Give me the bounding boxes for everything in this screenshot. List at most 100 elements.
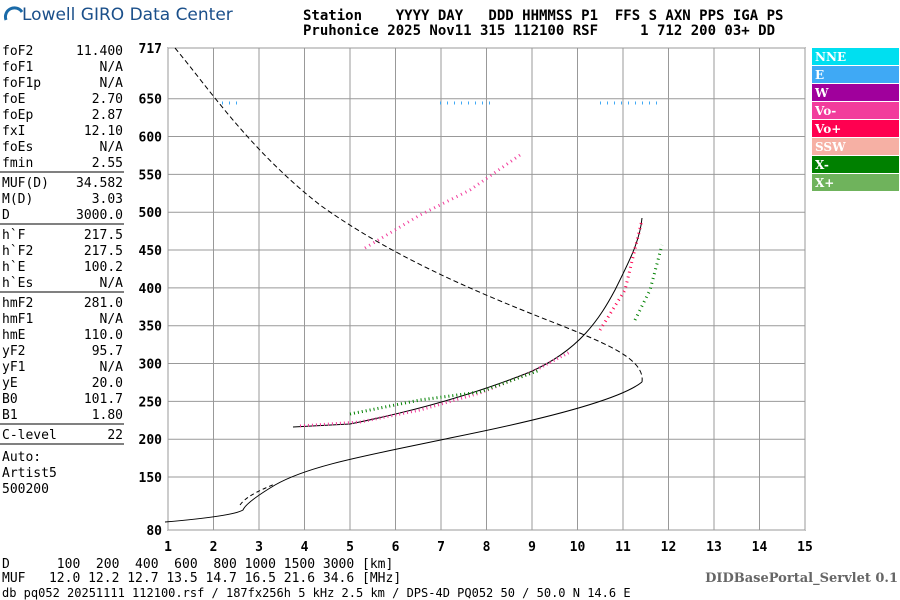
x-tick-label: 1 bbox=[164, 540, 172, 555]
param-name: h`Es bbox=[2, 276, 33, 291]
echo-o bbox=[299, 350, 571, 428]
param-value: 217.5 bbox=[84, 244, 123, 259]
portal: DIDBasePortal_Servlet 0.1 bbox=[705, 571, 898, 586]
x-tick-label: 6 bbox=[392, 540, 400, 555]
param-name: yF2 bbox=[2, 344, 25, 359]
param-value: 11.400 bbox=[76, 44, 123, 59]
param-name: hmF2 bbox=[2, 296, 33, 311]
param-name: B0 bbox=[2, 392, 18, 407]
param-name: h`E bbox=[2, 260, 25, 275]
y-tick-label: 500 bbox=[139, 206, 163, 221]
echo-o3 bbox=[598, 219, 644, 331]
auto-info: Auto: bbox=[2, 450, 41, 465]
y-tick-label: 600 bbox=[139, 131, 163, 146]
legend-swatch bbox=[812, 174, 899, 191]
legend-swatch bbox=[812, 84, 899, 101]
y-tick-label: 200 bbox=[139, 433, 163, 448]
param-value: 34.582 bbox=[76, 176, 123, 191]
param-name: hmF1 bbox=[2, 312, 33, 327]
param-value: N/A bbox=[100, 76, 124, 91]
param-value: 2.55 bbox=[92, 156, 123, 171]
x-tick-label: 11 bbox=[615, 540, 631, 555]
param-value: 3000.0 bbox=[76, 208, 123, 223]
x-tick-label: 14 bbox=[752, 540, 768, 555]
param-name: D bbox=[2, 208, 10, 223]
param-value: 20.0 bbox=[92, 376, 123, 391]
y-tick-label: 717 bbox=[139, 42, 162, 57]
param-name: foEs bbox=[2, 140, 33, 155]
param-value: 1.80 bbox=[92, 408, 123, 423]
legend: NNE EW Vo- Vo+ SSW X- X+ bbox=[812, 48, 899, 191]
d-row: D 100 200 400 600 800 1000 1500 3000 [km… bbox=[2, 557, 393, 572]
x-tick-label: 9 bbox=[528, 540, 536, 555]
virtual-height-fit bbox=[292, 217, 643, 428]
legend-label: NNE bbox=[815, 50, 846, 64]
auto-info: 500200 bbox=[2, 482, 49, 497]
legend-label: X+ bbox=[815, 176, 834, 190]
x-tick-label: 8 bbox=[483, 540, 491, 555]
parameters: foF2 11.400 foF1 N/A foF1p N/A foE 2.70 foEp 2.87… bbox=[0, 44, 124, 497]
param-name: fxI bbox=[2, 124, 25, 139]
param-value: 281.0 bbox=[84, 296, 123, 311]
legend-swatch bbox=[812, 120, 899, 137]
legend-label: SSW bbox=[815, 140, 846, 154]
muf-row: MUF 12.0 12.2 12.7 13.5 14.7 16.5 21.6 3… bbox=[2, 571, 401, 586]
param-value: 22 bbox=[107, 428, 123, 443]
x-tick-label: 4 bbox=[301, 540, 309, 555]
param-value: 2.87 bbox=[92, 108, 123, 123]
x-tick-label: 5 bbox=[346, 540, 354, 555]
param-name: foEp bbox=[2, 108, 33, 123]
param-name: h`F2 bbox=[2, 244, 33, 259]
x-tick-label: 2 bbox=[210, 540, 218, 555]
title: Lowell GIRO Data Center bbox=[22, 5, 233, 25]
legend-swatch bbox=[812, 138, 899, 155]
param-value: 95.7 bbox=[92, 344, 123, 359]
profile-solid bbox=[164, 381, 643, 523]
y-tick-label: 450 bbox=[139, 244, 163, 259]
db-line: db pq052 20251111 112100.rsf / 187fx256h… bbox=[2, 586, 631, 600]
param-value: 3.03 bbox=[92, 192, 123, 207]
param-value: 2.70 bbox=[92, 92, 123, 107]
legend-label: W bbox=[814, 86, 829, 100]
param-name: C-level bbox=[2, 428, 57, 443]
legend-swatch bbox=[812, 66, 899, 83]
param-name: foE bbox=[2, 92, 25, 107]
plot-area: 1 2 3 4 5 6 7 8 9 10 11 12 13 14 158015020025030035040… bbox=[139, 42, 813, 555]
header-line: Pruhonice 2025 Nov11 315 112100 RSF 1 71… bbox=[303, 23, 775, 39]
auto-info: Artist5 bbox=[2, 466, 57, 481]
x-tick-label: 7 bbox=[437, 540, 445, 555]
traces bbox=[164, 47, 643, 523]
param-name: B1 bbox=[2, 408, 18, 423]
param-value: N/A bbox=[100, 312, 124, 327]
param-name: foF1p bbox=[2, 76, 41, 91]
param-value: 100.2 bbox=[84, 260, 123, 275]
legend-swatch bbox=[812, 156, 899, 173]
param-value: N/A bbox=[100, 360, 124, 375]
y-tick-label: 300 bbox=[139, 358, 163, 373]
y-tick-label: 650 bbox=[139, 93, 163, 108]
param-value: N/A bbox=[100, 60, 124, 75]
y-tick-label: 80 bbox=[146, 524, 162, 539]
x-tick-label: 13 bbox=[706, 540, 722, 555]
legend-swatch bbox=[812, 102, 899, 119]
param-value: N/A bbox=[100, 276, 124, 291]
legend-label: X- bbox=[815, 158, 829, 172]
param-value: 101.7 bbox=[84, 392, 123, 407]
echo-x bbox=[349, 368, 541, 416]
profile-dashed-low bbox=[239, 483, 276, 506]
param-name: hmE bbox=[2, 328, 25, 343]
y-tick-label: 150 bbox=[139, 471, 163, 486]
param-value: N/A bbox=[100, 140, 124, 155]
echo-traces bbox=[222, 101, 664, 428]
x-tick-label: 15 bbox=[797, 540, 813, 555]
param-name: yF1 bbox=[2, 360, 25, 375]
param-name: M(D) bbox=[2, 192, 33, 207]
param-name: fmin bbox=[2, 156, 33, 171]
legend-label: E bbox=[815, 68, 824, 82]
param-name: foF1 bbox=[2, 60, 33, 75]
param-name: h`F bbox=[2, 228, 26, 243]
x-tick-label: 12 bbox=[661, 540, 677, 555]
logo bbox=[3, 6, 24, 21]
legend-label: Vo+ bbox=[814, 122, 841, 136]
y-tick-label: 400 bbox=[139, 282, 163, 297]
